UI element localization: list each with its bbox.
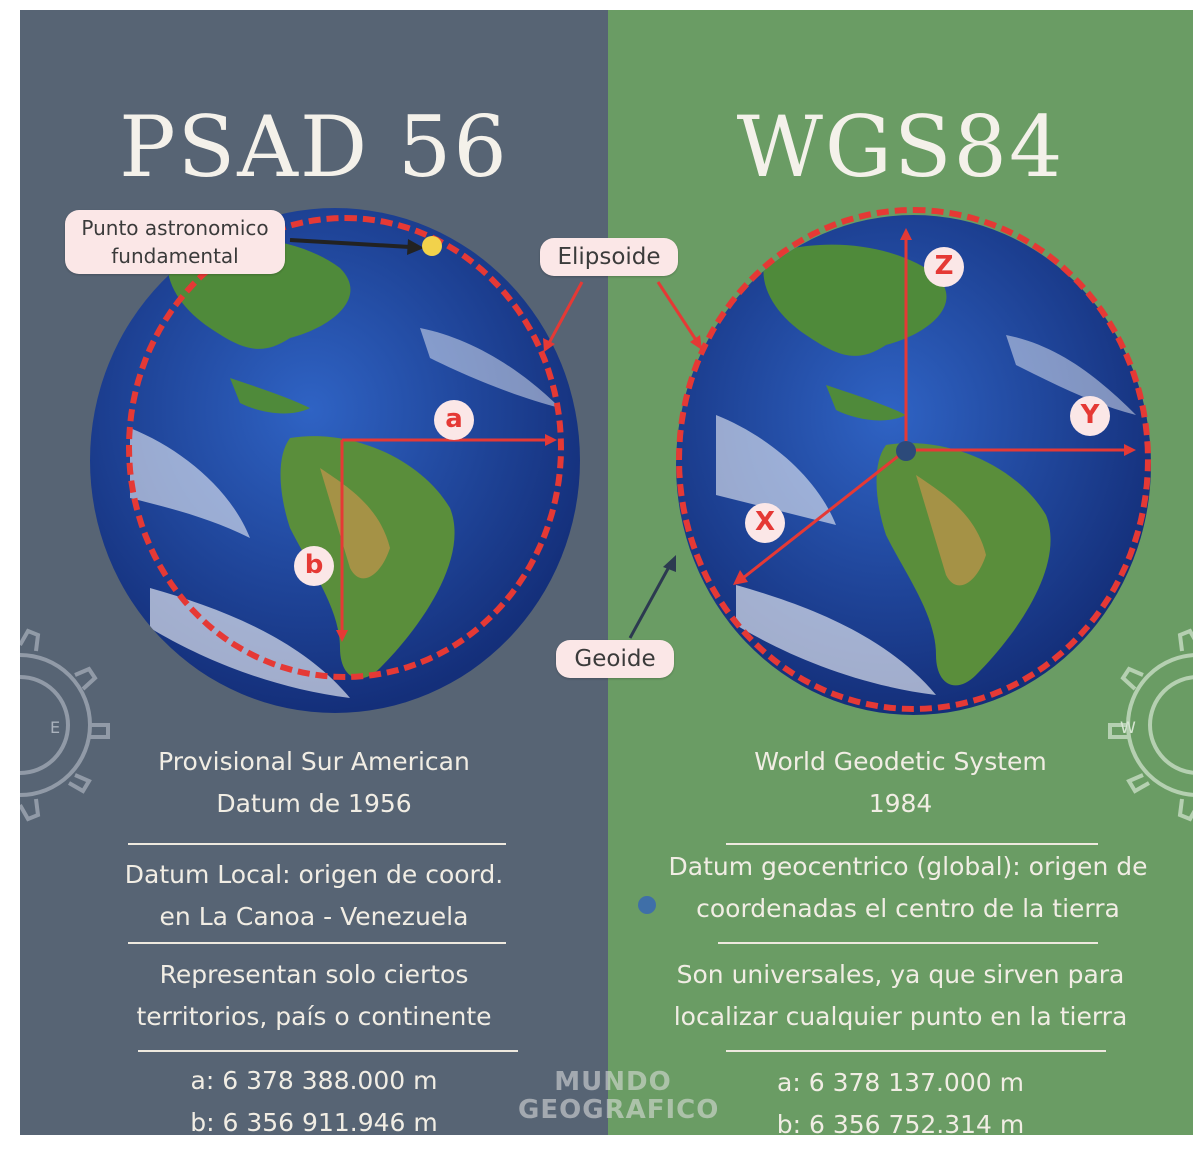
- psad56-scope: Representan solo ciertos territorios, pa…: [20, 954, 608, 1038]
- psad56-axis-values: a: 6 378 388.000 m b: 6 356 911.946 m: [20, 1060, 608, 1135]
- geoide-callout: Geoide: [556, 640, 674, 678]
- bullet-dot: [638, 896, 656, 914]
- semi-minor-axis-value: b: 6 356 752.314 m: [776, 1110, 1025, 1135]
- divider: [128, 843, 506, 845]
- psad56-panel: PSAD 56 E: [20, 10, 608, 1135]
- psad56-datum-description: Datum Local: origen de coord. en La Cano…: [20, 854, 608, 938]
- semi-major-axis-value: a: 6 378 388.000 m: [190, 1066, 438, 1095]
- wgs84-axis-values: a: 6 378 137.000 m b: 6 356 752.314 m: [608, 1062, 1193, 1135]
- name-line-1: Provisional Sur American: [158, 747, 470, 776]
- axis-b-badge: b: [294, 546, 334, 586]
- axis-x-badge: X: [745, 503, 785, 543]
- callout-line-1: Punto astronomico: [81, 216, 269, 240]
- psad56-title: PSAD 56: [119, 98, 509, 196]
- elipsoide-callout: Elipsoide: [540, 238, 678, 276]
- axis-z-badge: Z: [924, 247, 964, 287]
- axes-overlay-right: [628, 228, 1136, 639]
- earth-center-marker: [896, 441, 916, 461]
- scope-line-1: Representan solo ciertos: [159, 960, 469, 989]
- callout-line-2: fundamental: [111, 244, 239, 268]
- punto-astronomico-callout: Punto astronomico fundamental: [65, 210, 285, 274]
- semi-major-axis-value: a: 6 378 137.000 m: [777, 1068, 1024, 1097]
- wgs84-panel: WGS84 W: [608, 10, 1193, 1135]
- datum-line-2: coordenadas el centro de la tierra: [696, 894, 1120, 923]
- axis-a-badge: a: [434, 400, 474, 440]
- divider: [726, 1050, 1106, 1052]
- ellipsoid-ring-right: [676, 207, 1151, 712]
- ellipsoid-ring-left: [126, 215, 564, 680]
- wgs84-name: World Geodetic System 1984: [608, 741, 1193, 825]
- mundo-geografico-watermark: MUNDO GEOGRAFICO: [518, 1067, 720, 1125]
- axes-overlay-left: [289, 238, 584, 642]
- name-line-2: Datum de 1956: [216, 789, 412, 818]
- watermark-line-2: GEOGRAFICO: [518, 1095, 720, 1125]
- astronomical-point-marker: [422, 236, 442, 256]
- name-line-2: 1984: [868, 789, 933, 818]
- scope-line-2: localizar cualquier punto en la tierra: [673, 1002, 1128, 1031]
- datum-line-1: Datum Local: origen de coord.: [124, 860, 504, 889]
- divider: [718, 942, 1098, 944]
- datum-line-1: Datum geocentrico (global): origen de: [668, 852, 1148, 881]
- divider: [726, 843, 1098, 845]
- scope-line-1: Son universales, ya que sirven para: [676, 960, 1125, 989]
- wgs84-scope: Son universales, ya que sirven para loca…: [608, 954, 1193, 1038]
- axis-y-badge: Y: [1070, 396, 1110, 436]
- gear-logo-icon: W: [1108, 628, 1193, 822]
- scope-line-2: territorios, país o continente: [136, 1002, 492, 1031]
- wgs84-datum-description: Datum geocentrico (global): origen de co…: [648, 846, 1168, 930]
- semi-minor-axis-value: b: 6 356 911.946 m: [190, 1108, 438, 1135]
- name-line-1: World Geodetic System: [754, 747, 1047, 776]
- psad56-name: Provisional Sur American Datum de 1956: [20, 741, 608, 825]
- watermark-line-1: MUNDO: [554, 1067, 672, 1097]
- divider: [138, 1050, 518, 1052]
- wgs84-title: WGS84: [736, 98, 1065, 196]
- gear-logo-icon: E: [20, 628, 110, 822]
- gear-letter-w: W: [1120, 718, 1136, 737]
- divider: [128, 942, 506, 944]
- gear-letter-e: E: [50, 718, 60, 737]
- datum-line-2: en La Canoa - Venezuela: [159, 902, 469, 931]
